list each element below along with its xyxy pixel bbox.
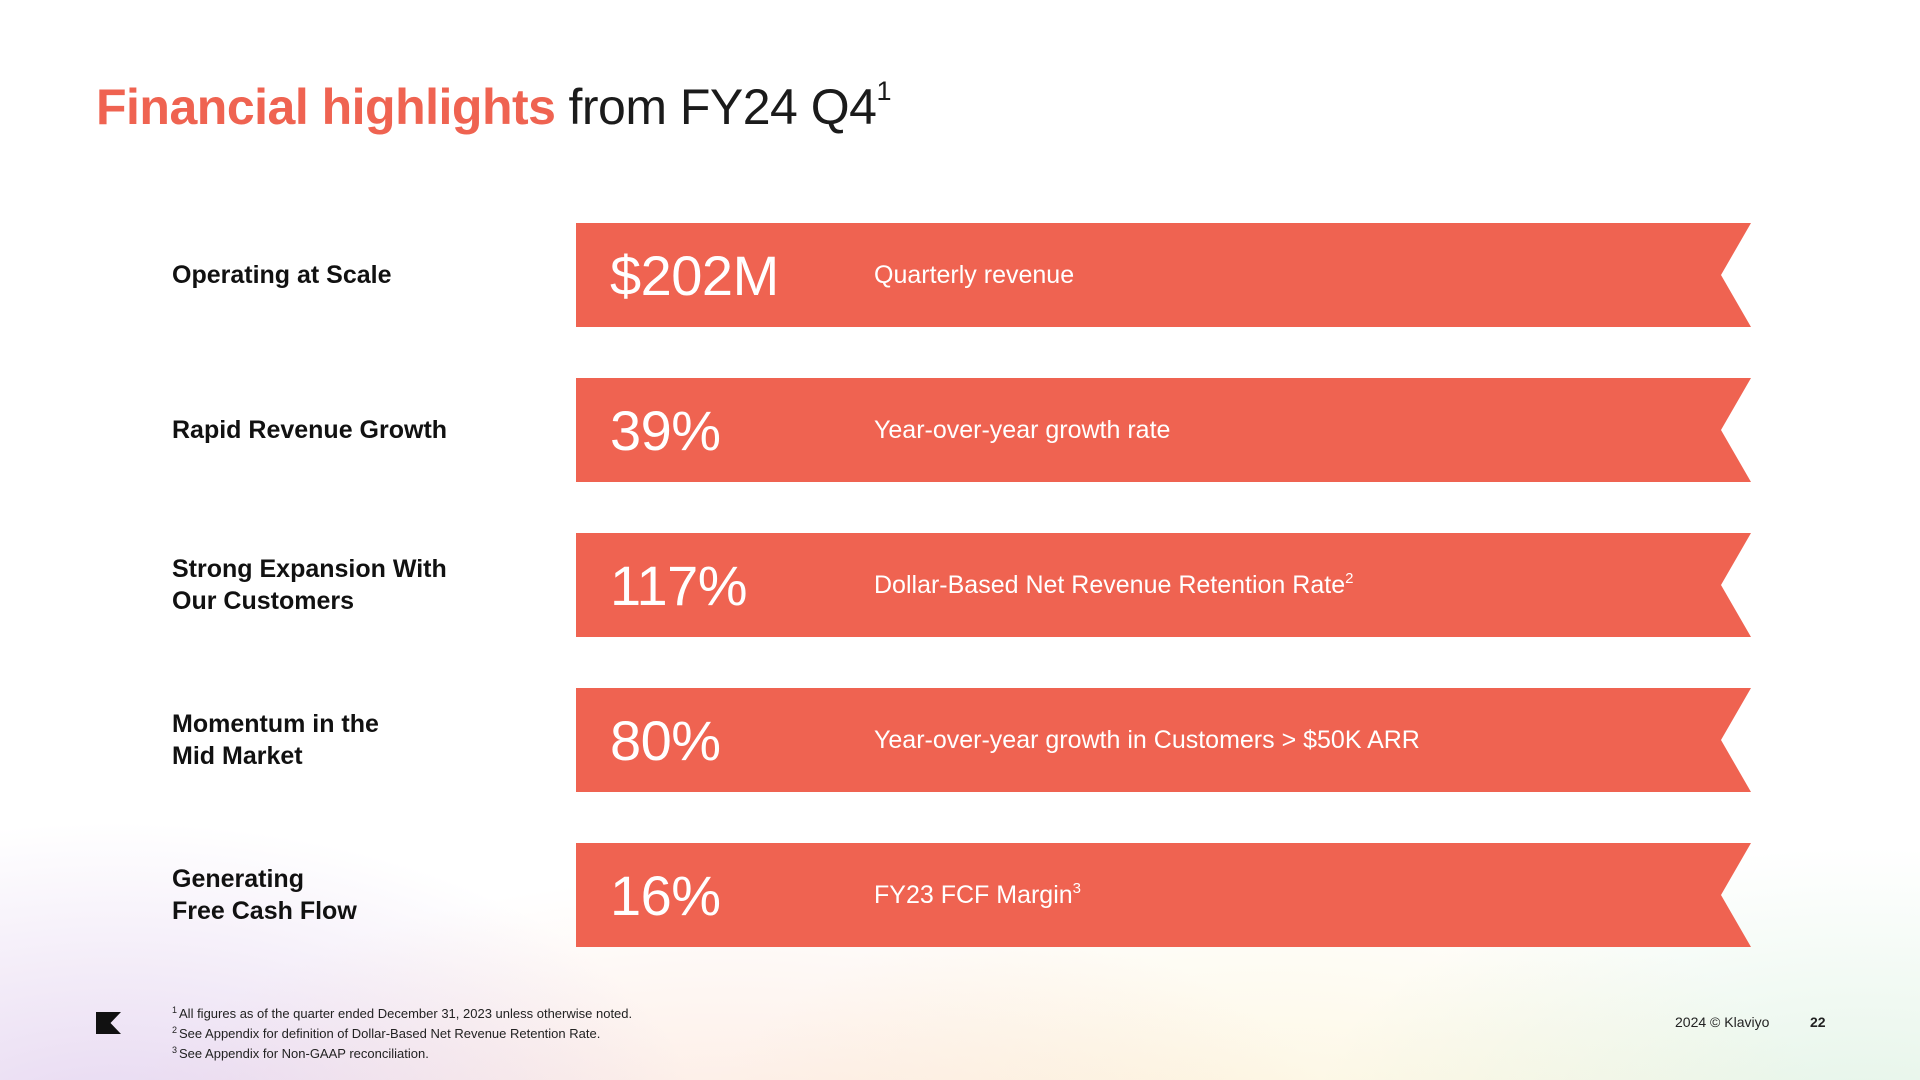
footer-page-number: 22: [1810, 1014, 1826, 1030]
metric-banner: 117% Dollar-Based Net Revenue Retention …: [576, 533, 1751, 637]
highlight-row-strong-expansion: Strong Expansion With Our Customers 117%…: [0, 533, 1920, 637]
metric-description-text: FY23 FCF Margin: [874, 881, 1073, 909]
highlight-row-mid-market-momentum: Momentum in the Mid Market 80% Year-over…: [0, 688, 1920, 792]
footnotes: 1 All figures as of the quarter ended Dec…: [172, 1002, 632, 1062]
page-title: Financial highlights from FY24 Q41: [96, 76, 891, 136]
row-label: Momentum in the Mid Market: [172, 709, 379, 771]
highlight-row-free-cash-flow: Generating Free Cash Flow 16% FY23 FCF M…: [0, 843, 1920, 947]
footnote-marker: 3: [172, 1045, 178, 1055]
row-label: Strong Expansion With Our Customers: [172, 554, 447, 616]
title-footnote-marker: 1: [876, 76, 891, 106]
footnote-text: All figures as of the quarter ended Dece…: [179, 1006, 633, 1021]
highlight-rows: Operating at Scale $202M Quarterly reven…: [0, 223, 1920, 998]
metric-footnote-marker: 3: [1072, 880, 1082, 897]
metric-description: Year-over-year growth rate: [874, 415, 1170, 445]
metric-banner: 39% Year-over-year growth rate: [576, 378, 1751, 482]
metric-footnote-marker: 2: [1345, 570, 1354, 587]
metric-description-text: Year-over-year growth in Customers > $50…: [874, 726, 1420, 754]
footnote-text: See Appendix for definition of Dollar-Ba…: [179, 1026, 601, 1041]
footnote-marker: 1: [172, 1005, 178, 1015]
klaviyo-flag-icon: [96, 1012, 121, 1034]
footnote-marker: 2: [172, 1025, 178, 1035]
metric-description: Dollar-Based Net Revenue Retention Rate2: [874, 570, 1353, 600]
footnote-line: 1 All figures as of the quarter ended Dec…: [172, 1002, 632, 1022]
metric-banner: $202M Quarterly revenue: [576, 223, 1751, 327]
metric-value: 39%: [610, 398, 721, 462]
metric-description: Year-over-year growth in Customers > $50…: [874, 725, 1420, 755]
metric-value: 16%: [610, 863, 721, 927]
row-label: Generating Free Cash Flow: [172, 864, 357, 926]
footnote-text: See Appendix for Non-GAAP reconciliation…: [179, 1046, 429, 1061]
row-label: Operating at Scale: [172, 260, 392, 289]
title-highlight: Financial highlights: [96, 79, 556, 135]
footnote-line: 2 See Appendix for definition of Dollar-B…: [172, 1022, 632, 1042]
footer-copyright: 2024 © Klaviyo: [1675, 1014, 1770, 1030]
metric-description-text: Quarterly revenue: [874, 261, 1075, 289]
metric-value: 117%: [610, 553, 748, 617]
title-rest: from FY24 Q4: [568, 79, 877, 135]
row-label: Rapid Revenue Growth: [172, 415, 448, 444]
metric-description: Quarterly revenue: [874, 260, 1074, 290]
metric-description: FY23 FCF Margin3: [874, 880, 1081, 910]
metric-description-text: Dollar-Based Net Revenue Retention Rate: [874, 571, 1346, 599]
metric-value: 80%: [610, 708, 721, 772]
metric-value: $202M: [610, 243, 779, 307]
highlight-row-operating-at-scale: Operating at Scale $202M Quarterly reven…: [0, 223, 1920, 327]
highlight-row-rapid-revenue-growth: Rapid Revenue Growth 39% Year-over-year …: [0, 378, 1920, 482]
footnote-line: 3 See Appendix for Non-GAAP reconciliatio…: [172, 1042, 632, 1062]
metric-banner: 80% Year-over-year growth in Customers >…: [576, 688, 1751, 792]
metric-banner: 16% FY23 FCF Margin3: [576, 843, 1751, 947]
metric-description-text: Year-over-year growth rate: [874, 416, 1171, 444]
